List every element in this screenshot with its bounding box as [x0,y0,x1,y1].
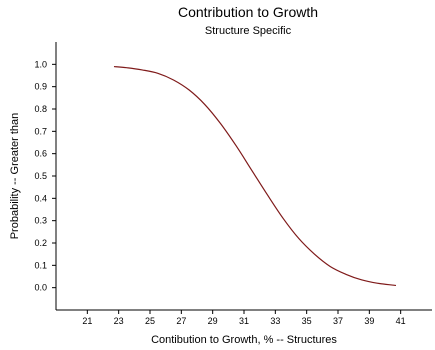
x-tick-label: 33 [270,316,280,326]
y-ticks: 0.0 0.1 0.2 0.3 0.4 0.5 0.6 0.7 0.8 0.9 1.0 [34,59,56,293]
x-tick-label: 31 [239,316,249,326]
x-tick-label: 29 [208,316,218,326]
chart-subtitle: Structure Specific [205,25,292,37]
y-tick-label: 0.9 [34,82,47,92]
x-tick-label: 37 [333,316,343,326]
chart-title: Contribution to Growth [178,4,318,20]
y-tick-label: 0.6 [34,149,47,159]
y-tick-label: 0.2 [34,238,47,248]
y-tick-label: 0.7 [34,126,47,136]
x-tick-label: 41 [396,316,406,326]
series-line [113,65,397,287]
x-tick-label: 25 [145,316,155,326]
x-tick-label: 27 [176,316,186,326]
x-tick-label: 35 [302,316,312,326]
y-tick-label: 0.3 [34,216,47,226]
y-tick-label: 1.0 [34,59,47,69]
y-tick-label: 0.8 [34,104,47,114]
y-tick-label: 0.4 [34,193,47,203]
y-tick-label: 0.5 [34,171,47,181]
y-tick-label: 0.1 [34,260,47,270]
y-tick-label: 0.0 [34,283,47,293]
x-ticks: 21 23 25 27 29 31 33 35 37 39 41 [82,310,406,326]
x-tick-label: 39 [364,316,374,326]
x-axis-label: Contibution to Growth, % -- Structures [151,334,337,346]
x-tick-label: 23 [114,316,124,326]
x-tick-label: 21 [82,316,92,326]
y-axis-label: Probability -- Greater than [9,113,21,240]
